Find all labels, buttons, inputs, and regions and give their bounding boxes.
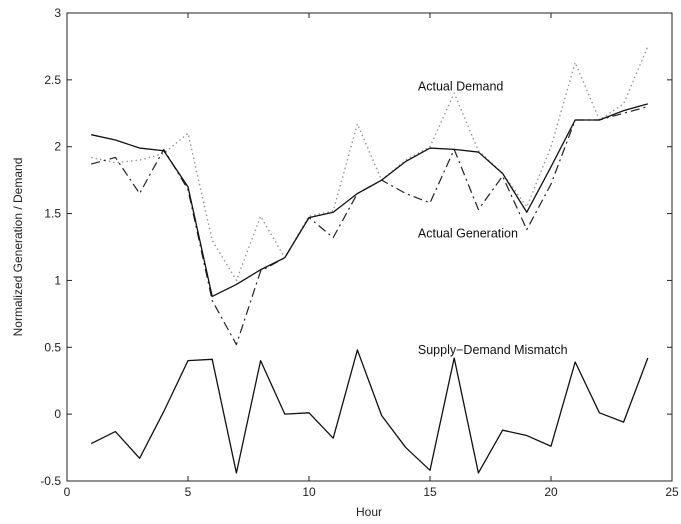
annotations: Actual Demand Actual Generation Supply−Dem… — [418, 80, 568, 357]
x-tick-label: 10 — [302, 485, 316, 499]
series-line-actual-demand — [91, 46, 649, 282]
y-tick-label: -0.5 — [40, 474, 61, 488]
x-tick-label: 25 — [665, 485, 679, 499]
series-group — [90, 46, 649, 474]
y-tick-label: 2 — [54, 140, 61, 154]
y-tick-label: 1.5 — [44, 207, 61, 221]
annotation-label: Actual Demand — [418, 80, 504, 94]
y-tick-label: 1 — [54, 273, 61, 287]
plot-area-frame — [66, 12, 673, 482]
y-tick-label: 3 — [54, 6, 61, 20]
x-tick-label: 20 — [544, 485, 558, 499]
y-axis-title: Normalized Generation / Demand — [11, 158, 25, 337]
series-line-normalized-generation — [91, 103, 648, 298]
axis-ticks: 0 5 10 15 20 25-0.500.511.522.53 — [40, 6, 679, 499]
y-tick-label: 0 — [54, 407, 61, 421]
x-axis-title: Hour — [356, 505, 382, 519]
x-tick-label: 15 — [423, 485, 437, 499]
y-tick-label: 2.5 — [44, 73, 61, 87]
x-tick-label: 5 — [185, 485, 192, 499]
annotation-label: Supply−Demand Mismatch — [418, 343, 568, 357]
annotation-label: Actual Generation — [418, 227, 518, 241]
x-tick-label: 0 — [64, 485, 71, 499]
y-tick-label: 0.5 — [44, 340, 61, 354]
series-line-supply-demand-mismatch — [90, 349, 649, 474]
